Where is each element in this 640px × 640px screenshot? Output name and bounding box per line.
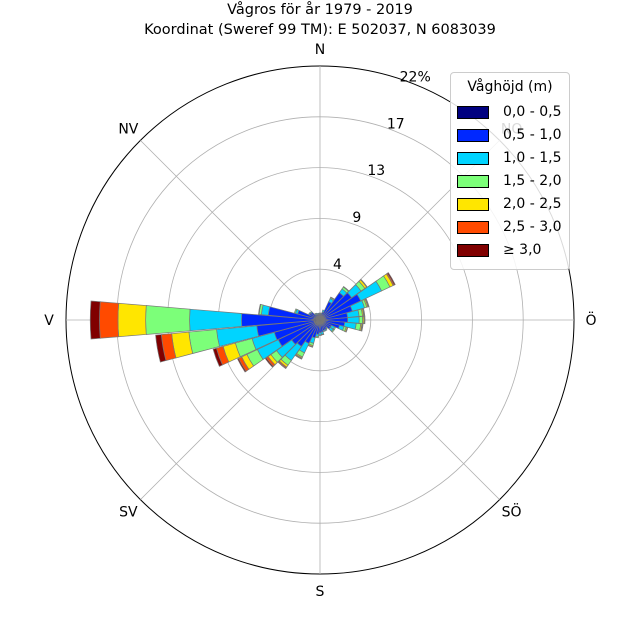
rose-wedge <box>347 316 360 324</box>
rose-wedge <box>362 308 366 317</box>
radial-tick-label: 9 <box>352 210 361 226</box>
radial-tick-label: 4 <box>333 257 342 273</box>
legend-label: 1,5 - 2,0 <box>503 173 562 189</box>
rose-wedge <box>360 278 368 288</box>
direction-label: V <box>44 313 54 329</box>
rose-wedge <box>320 333 325 336</box>
rose-wedge <box>330 328 335 333</box>
direction-label: S <box>316 584 325 600</box>
rose-wedge <box>117 302 147 338</box>
rose-wedge <box>386 272 396 286</box>
rose-wedge <box>277 361 287 370</box>
grid-spoke <box>319 319 500 500</box>
rose-wedge <box>237 357 247 373</box>
rose-wedge <box>293 308 298 314</box>
legend-swatch <box>457 105 489 119</box>
direction-label: N <box>315 42 325 58</box>
rose-wedge <box>155 334 167 363</box>
rose-wedge <box>365 298 370 308</box>
rose-wedge <box>309 310 313 315</box>
legend-item: ≥ 3,0 <box>457 241 541 259</box>
legend-label: ≥ 3,0 <box>503 242 542 258</box>
rose-wedge <box>318 334 322 336</box>
rose-wedge <box>89 300 101 340</box>
rose-wedge <box>264 357 274 368</box>
legend-swatch <box>457 174 489 188</box>
legend-label: 2,0 - 2,5 <box>503 196 562 212</box>
legend-swatch <box>457 151 489 165</box>
legend-swatch <box>457 220 489 234</box>
legend-label: 0,0 - 0,5 <box>503 104 562 120</box>
legend-swatch <box>457 243 489 257</box>
rose-wedge <box>315 335 319 339</box>
rose-bars <box>89 272 396 373</box>
rose-wedge <box>363 315 366 325</box>
legend-label: 0,5 - 1,0 <box>503 127 562 143</box>
radial-tick-label: 17 <box>387 116 405 132</box>
rose-wedge <box>212 347 223 367</box>
rose-wedge <box>360 323 364 332</box>
grid-spoke <box>140 140 321 321</box>
legend-item: 0,0 - 0,5 <box>457 103 561 121</box>
rose-wedge <box>345 327 349 333</box>
legend-swatch <box>457 197 489 211</box>
direction-label: NV <box>118 121 138 137</box>
chart-title: Vågros för år 1979 - 2019 <box>227 1 413 18</box>
legend-label: 1,0 - 1,5 <box>503 150 562 166</box>
radial-tick-label: 22% <box>400 69 431 85</box>
rose-wedge <box>145 305 191 335</box>
rose-wedge <box>317 312 320 315</box>
rose-wedge <box>294 354 303 360</box>
legend-item: 1,5 - 2,0 <box>457 172 561 190</box>
legend-item: 0,5 - 1,0 <box>457 126 561 144</box>
radial-tick-label: 13 <box>367 163 385 179</box>
legend-item: 2,0 - 2,5 <box>457 195 561 213</box>
legend-swatch <box>457 128 489 142</box>
legend-title: Våghöjd (m) <box>467 79 553 95</box>
rose-wedge <box>358 316 364 324</box>
direction-label: SÖ <box>502 503 522 521</box>
legend-item: 2,5 - 3,0 <box>457 218 561 236</box>
rose-wedge <box>99 301 120 339</box>
rose-wedge <box>342 286 350 292</box>
direction-label: SV <box>119 505 138 521</box>
rose-wedge <box>258 303 262 315</box>
legend-item: 1,0 - 1,5 <box>457 149 561 167</box>
legend: Våghöjd (m) 0,0 - 0,5 0,5 - 1,0 1,0 - 1,… <box>450 72 570 270</box>
direction-label: Ö <box>585 311 596 329</box>
legend-label: 2,5 - 3,0 <box>503 219 562 235</box>
chart-subtitle: Koordinat (Sweref 99 TM): E 502037, N 60… <box>144 22 496 38</box>
